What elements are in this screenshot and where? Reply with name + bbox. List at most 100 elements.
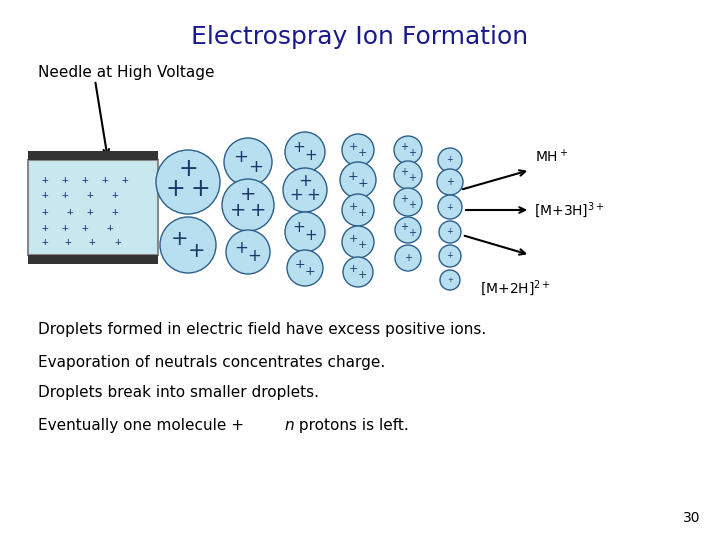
- Text: Evaporation of neutrals concentrates charge.: Evaporation of neutrals concentrates cha…: [38, 355, 385, 370]
- Circle shape: [395, 217, 421, 243]
- Circle shape: [226, 230, 270, 274]
- Text: +: +: [62, 223, 68, 233]
- Text: +: +: [235, 239, 248, 256]
- Text: +: +: [307, 186, 320, 204]
- Text: +: +: [447, 277, 453, 283]
- Text: Needle at High Voltage: Needle at High Voltage: [38, 65, 215, 80]
- Text: +: +: [248, 158, 263, 176]
- Text: +: +: [400, 167, 408, 177]
- Text: +: +: [408, 227, 416, 238]
- Circle shape: [394, 188, 422, 216]
- Text: +: +: [408, 148, 416, 158]
- Circle shape: [394, 161, 422, 189]
- Text: +: +: [81, 175, 89, 185]
- Text: +: +: [62, 190, 68, 200]
- Circle shape: [440, 270, 460, 290]
- Circle shape: [222, 179, 274, 231]
- Text: +: +: [102, 175, 109, 185]
- Text: +: +: [348, 234, 358, 244]
- Text: +: +: [446, 202, 454, 212]
- Text: +: +: [305, 265, 315, 278]
- Text: +: +: [166, 177, 186, 201]
- Text: +: +: [42, 207, 48, 217]
- Text: Electrospray Ion Formation: Electrospray Ion Formation: [192, 25, 528, 49]
- Text: Droplets formed in electric field have excess positive ions.: Droplets formed in electric field have e…: [38, 322, 486, 337]
- Circle shape: [439, 221, 461, 243]
- Text: +: +: [446, 177, 454, 187]
- Circle shape: [342, 134, 374, 166]
- Text: +: +: [62, 175, 68, 185]
- Circle shape: [285, 132, 325, 172]
- Circle shape: [160, 217, 216, 273]
- Text: +: +: [188, 241, 205, 261]
- Text: +: +: [289, 186, 304, 204]
- Text: +: +: [230, 201, 246, 220]
- Text: +: +: [292, 220, 305, 235]
- Text: +: +: [305, 228, 318, 244]
- Text: +: +: [347, 170, 358, 183]
- Text: +: +: [42, 175, 48, 185]
- Circle shape: [437, 169, 463, 195]
- Text: 30: 30: [683, 511, 700, 525]
- Text: +: +: [122, 175, 128, 185]
- Circle shape: [342, 226, 374, 258]
- Circle shape: [395, 245, 421, 271]
- Bar: [28, 160, 158, 255]
- Text: +: +: [358, 208, 367, 218]
- Text: +: +: [114, 237, 122, 247]
- Text: +: +: [42, 237, 48, 247]
- Text: +: +: [400, 194, 408, 204]
- Text: +: +: [42, 223, 48, 233]
- Circle shape: [285, 212, 325, 252]
- Text: +: +: [358, 270, 367, 280]
- Text: +: +: [348, 142, 358, 152]
- Text: +: +: [248, 247, 261, 265]
- Circle shape: [439, 245, 461, 267]
- Text: +: +: [89, 237, 95, 247]
- Text: +: +: [42, 190, 48, 200]
- Text: [M+2H]$^{2+}$: [M+2H]$^{2+}$: [480, 278, 551, 298]
- Circle shape: [343, 257, 373, 287]
- Text: +: +: [446, 156, 454, 165]
- Text: +: +: [178, 157, 198, 181]
- Text: +: +: [358, 148, 367, 158]
- Circle shape: [342, 194, 374, 226]
- Text: n: n: [284, 418, 294, 433]
- Text: +: +: [298, 172, 312, 190]
- Text: Eventually one molecule +: Eventually one molecule +: [38, 418, 249, 433]
- Circle shape: [283, 168, 327, 212]
- Text: +: +: [250, 201, 266, 220]
- Bar: [28, 151, 158, 160]
- Circle shape: [340, 162, 376, 198]
- Text: +: +: [305, 148, 318, 164]
- Text: +: +: [358, 240, 367, 250]
- Text: +: +: [358, 177, 369, 190]
- Text: +: +: [240, 185, 256, 204]
- Circle shape: [438, 195, 462, 219]
- Circle shape: [438, 148, 462, 172]
- Circle shape: [224, 138, 272, 186]
- Bar: [28, 255, 158, 264]
- Circle shape: [394, 136, 422, 164]
- Text: +: +: [107, 223, 113, 233]
- Text: +: +: [400, 142, 408, 152]
- Text: +: +: [446, 227, 454, 237]
- Text: +: +: [408, 200, 416, 210]
- Text: +: +: [171, 230, 189, 249]
- Text: +: +: [294, 258, 305, 271]
- Text: +: +: [446, 252, 454, 260]
- Circle shape: [287, 250, 323, 286]
- Text: +: +: [292, 140, 305, 156]
- Text: Droplets break into smaller droplets.: Droplets break into smaller droplets.: [38, 385, 319, 400]
- Text: +: +: [404, 253, 412, 263]
- Text: +: +: [86, 190, 94, 200]
- Text: +: +: [190, 177, 210, 201]
- Text: +: +: [400, 222, 408, 232]
- Text: +: +: [112, 207, 118, 217]
- Text: +: +: [408, 173, 416, 183]
- Text: [M+3H]$^{3+}$: [M+3H]$^{3+}$: [534, 200, 604, 220]
- Text: +: +: [233, 148, 248, 166]
- Text: +: +: [81, 223, 89, 233]
- Text: +: +: [67, 207, 73, 217]
- Text: +: +: [86, 207, 94, 217]
